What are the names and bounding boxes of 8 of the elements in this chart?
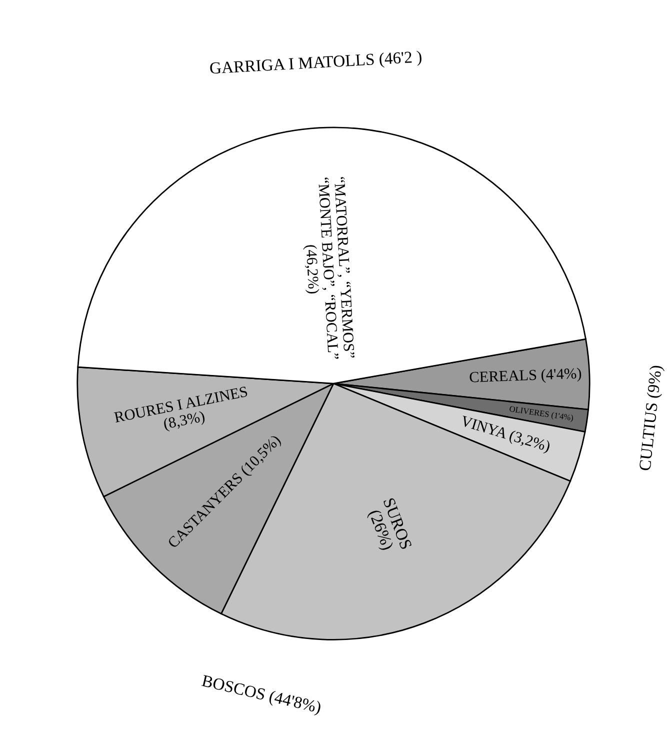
slice-label: “MATORRAL”, “YERMOS” “MONTE BAJO”, “ROCAL” (46,2%) [302, 176, 355, 360]
slice-label: SUROS (26%) [366, 498, 412, 552]
text: CULTIUS (9%) [638, 365, 665, 472]
slice-label: OLIVERES (1'4%) [509, 406, 574, 422]
text: GARRIGA I MATOLLS (46'2 ) [210, 50, 422, 78]
slice-label: CEREALS (4'4%) [470, 368, 582, 386]
slice-label: ROURES I ALZINES (8,3%) [114, 386, 248, 432]
text: BOSCOS (44'8%) [200, 674, 322, 716]
